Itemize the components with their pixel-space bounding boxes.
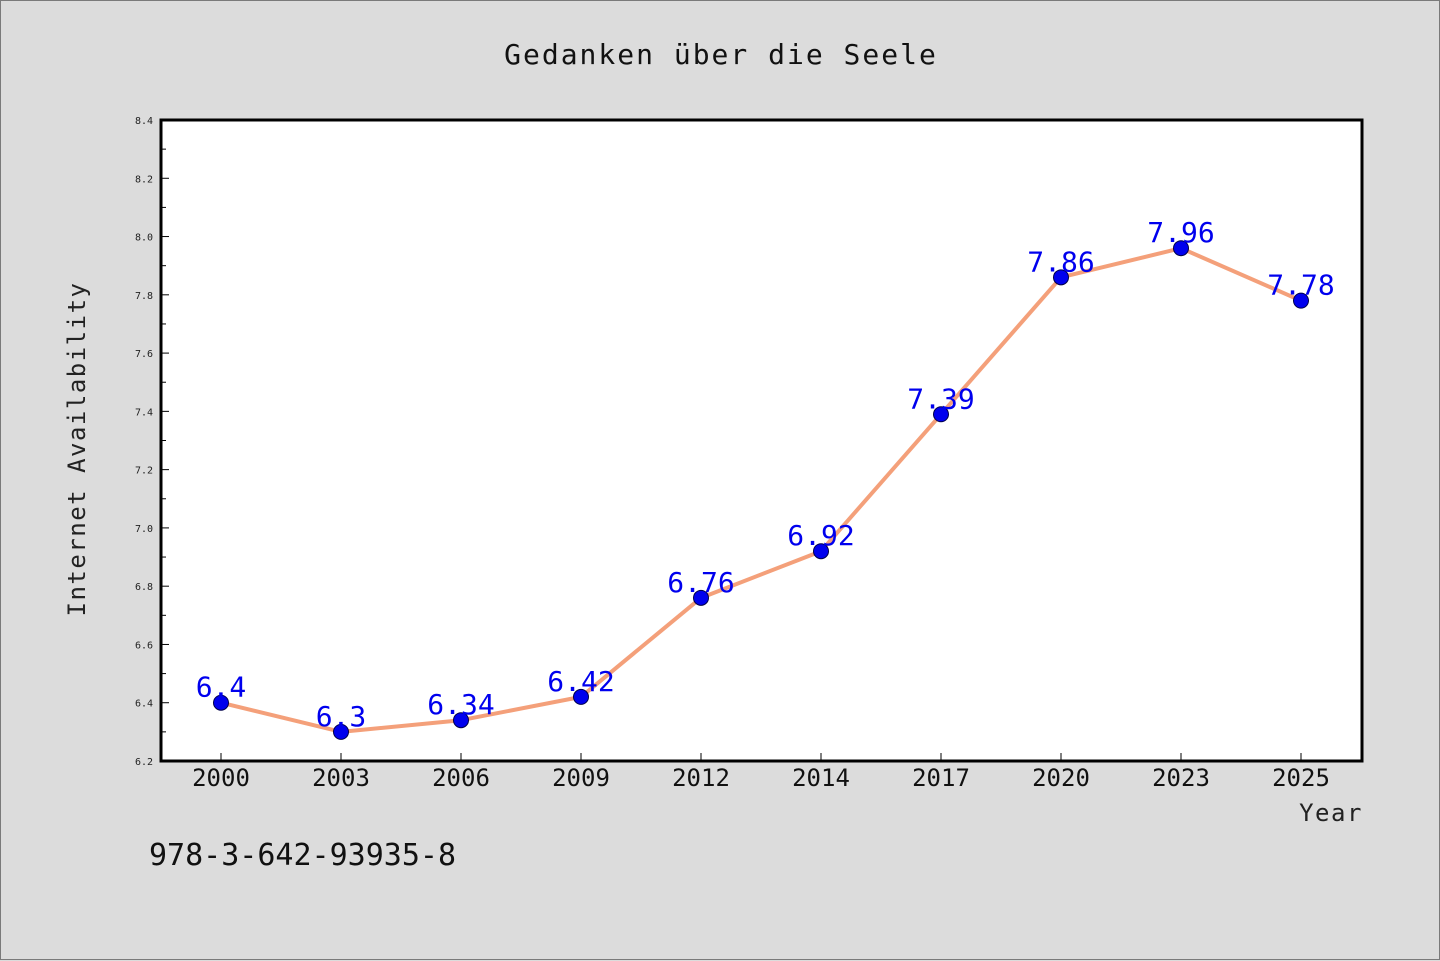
data-labels-group: 6.4 6.3 6.34 6.42 6.76 6.92 7.39 7.86 7.96 7.78 xyxy=(196,216,1335,733)
data-point-marker xyxy=(693,589,709,606)
x-tick-label: 2017 xyxy=(912,764,970,792)
y-tick-label: 7.6 xyxy=(135,349,153,360)
data-point-marker xyxy=(213,694,229,711)
series-line xyxy=(219,246,1303,734)
data-point-marker xyxy=(573,688,589,705)
x-tick-label: 2020 xyxy=(1032,764,1090,792)
data-point-label: 6.3 xyxy=(316,700,367,733)
x-tick-label: 2014 xyxy=(792,764,850,792)
data-point-label: 6.42 xyxy=(547,665,614,698)
y-tick-label: 6.4 xyxy=(135,699,153,710)
y-tick-label: 7.4 xyxy=(135,407,153,418)
data-point-label: 7.39 xyxy=(907,382,974,415)
data-point-label: 7.86 xyxy=(1027,245,1094,278)
x-tick-label: 2012 xyxy=(672,764,730,792)
data-point-marker xyxy=(1053,269,1069,286)
x-axis-ticks: 2000 2003 2006 2009 2012 2014 2017 2020 2023 2025 xyxy=(192,753,1330,792)
x-tick-label: 2009 xyxy=(552,764,610,792)
x-axis-label: Year xyxy=(1299,799,1363,827)
data-point-label: 6.34 xyxy=(427,688,494,721)
y-axis-label: Internet Availability xyxy=(63,282,91,617)
y-tick-label: 7.2 xyxy=(135,466,153,477)
data-point-marker xyxy=(1173,240,1189,257)
data-point-marker xyxy=(1293,292,1309,309)
y-tick-label: 8.0 xyxy=(135,233,153,244)
y-tick-label: 6.8 xyxy=(135,582,153,593)
y-tick-label: 8.2 xyxy=(135,174,153,185)
x-tick-label: 2025 xyxy=(1272,764,1330,792)
data-point-marker xyxy=(453,712,469,729)
x-tick-label: 2000 xyxy=(192,764,250,792)
footer-isbn-text: 978-3-642-93935-8 xyxy=(149,838,456,873)
data-point-label: 7.96 xyxy=(1147,216,1214,249)
series-line-group xyxy=(219,246,1303,734)
data-point-label: 6.76 xyxy=(667,566,734,599)
x-tick-label: 2023 xyxy=(1152,764,1210,792)
chart-title: Gedanken über die Seele xyxy=(504,38,938,71)
y-tick-label: 6.6 xyxy=(135,640,153,651)
data-point-label: 6.92 xyxy=(787,519,854,552)
data-point-label: 7.78 xyxy=(1267,269,1334,302)
y-tick-label: 6.2 xyxy=(135,757,153,768)
series-markers-group xyxy=(213,240,1309,740)
y-tick-label: 7.8 xyxy=(135,291,153,302)
data-point-marker xyxy=(933,406,949,423)
data-point-label: 6.4 xyxy=(196,671,247,704)
data-point-marker xyxy=(333,723,349,740)
x-tick-label: 2003 xyxy=(312,764,370,792)
data-point-marker xyxy=(813,543,829,560)
plot-area xyxy=(159,118,1364,763)
x-tick-label: 2006 xyxy=(432,764,490,792)
y-tick-label: 8.4 xyxy=(135,116,153,127)
y-axis-ticks: 6.2 6.4 6.6 6.8 7.0 7.2 7.4 7.6 7.8 8.0 8.2 8.4 xyxy=(135,116,169,768)
y-tick-label: 7.0 xyxy=(135,524,153,535)
